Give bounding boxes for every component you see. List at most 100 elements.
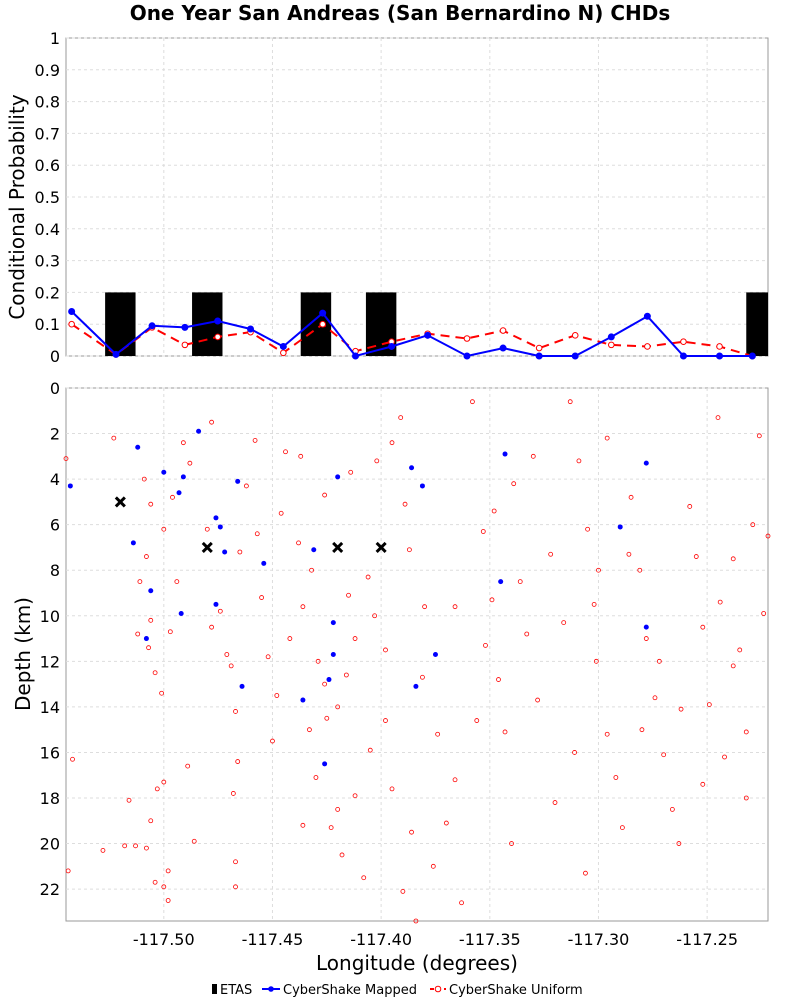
uniform-hypocenter (489, 597, 495, 603)
uniform-hypocenter (509, 841, 514, 846)
mapped-point (424, 331, 432, 339)
uniform-hypocenter (126, 797, 132, 803)
mapped-point (463, 352, 471, 360)
uniform-hypocenter (535, 697, 541, 703)
longitude-x-tick: -117.30 (568, 930, 630, 949)
mapped-point (181, 323, 189, 331)
chart-title: One Year San Andreas (San Bernardino N) … (130, 1, 671, 25)
mapped-hypocenter (643, 624, 649, 630)
probability-y-label: Conditional Probability (5, 94, 29, 319)
uniform-hypocenter (402, 501, 408, 507)
uniform-hypocenter (722, 754, 727, 760)
legend-etas-label: ETAS (220, 983, 252, 998)
uniform-point (181, 341, 189, 349)
probability-y-tick: 0.7 (35, 124, 60, 143)
uniform-hypocenter (298, 453, 304, 459)
uniform-hypocenter (491, 508, 497, 514)
uniform-hypocenter (700, 781, 706, 787)
uniform-hypocenter (715, 415, 721, 421)
uniform-hypocenter (730, 663, 736, 669)
legend-uniform-label: CyberShake Uniform (449, 983, 583, 998)
uniform-hypocenter (324, 715, 330, 721)
uniform-hypocenter (737, 647, 743, 653)
uniform-hypocenter (693, 554, 699, 559)
uniform-hypocenter (274, 693, 280, 698)
uniform-hypocenter (352, 793, 358, 799)
uniform-hypocenter (328, 825, 334, 831)
mapped-hypocenter (148, 588, 154, 594)
uniform-hypocenter (374, 458, 380, 464)
legend: ETAS CyberShake Mapped CyberShake Unifor… (212, 983, 583, 998)
uniform-point (571, 332, 579, 339)
uniform-hypocenter (348, 469, 354, 475)
probability-panel: 0 0.1 0.2 0.3 0.4 0.5 0.6 0.7 0.8 0.9 1 Conditiona… (5, 29, 769, 366)
mapped-hypocenter (217, 524, 223, 530)
uniform-hypocenter (100, 847, 106, 853)
uniform-hypocenter (148, 501, 154, 507)
uniform-hypocenter (626, 551, 632, 557)
uniform-hypocenter (122, 843, 128, 849)
probability-y-tick: 1 (50, 29, 60, 48)
mapped-point (679, 352, 687, 360)
uniform-hypocenter (237, 549, 243, 555)
depth-y-tick: 20 (40, 835, 60, 854)
uniform-hypocenter (335, 704, 341, 710)
etas-hypocenter (201, 541, 213, 554)
mapped-hypocenter (330, 652, 336, 657)
uniform-hypocenter (585, 526, 591, 532)
uniform-hypocenter (180, 440, 186, 446)
mapped-hypocenter (196, 428, 202, 434)
mapped-point (68, 307, 76, 315)
uniform-hypocenter (152, 879, 158, 885)
depth-y-tick: 12 (40, 652, 60, 671)
uniform-point (68, 320, 75, 328)
uniform-hypocenter (204, 526, 210, 532)
uniform-hypocenter (730, 556, 736, 562)
mapped-hypocenter (322, 761, 328, 767)
uniform-hypocenter (313, 775, 319, 780)
mapped-point (112, 350, 120, 358)
uniform-hypocenter (233, 884, 238, 890)
probability-y-tick: 0.3 (35, 252, 60, 271)
mapped-point (571, 352, 579, 360)
probability-series (68, 307, 756, 360)
uniform-hypocenter (135, 631, 141, 637)
etas-hypocenter (375, 541, 387, 554)
uniform-hypocenter (174, 579, 180, 585)
mapped-hypocenter (330, 620, 336, 626)
uniform-hypocenter (583, 870, 588, 876)
uniform-hypocenter (530, 453, 536, 459)
uniform-hypocenter (233, 859, 238, 865)
uniform-hypocenter (161, 884, 167, 890)
probability-gridlines (66, 37, 768, 357)
uniform-hypocenter (619, 825, 625, 831)
uniform-hypocenter (604, 731, 610, 737)
uniform-hypocenter (480, 529, 486, 534)
uniform-hypocenter (243, 483, 249, 489)
mapped-point (535, 352, 543, 360)
mapped-hypocenter (239, 683, 245, 689)
mapped-series-line (71, 310, 753, 358)
uniform-hypocenter (146, 645, 151, 651)
uniform-hypocenter (761, 611, 767, 616)
mapped-hypocenter (213, 515, 219, 521)
uniform-hypocenter (637, 567, 643, 573)
uniform-hypocenter (365, 574, 371, 580)
mapped-point (716, 352, 724, 360)
uniform-hypocenter (230, 791, 236, 796)
depth-y-tick: 14 (40, 698, 60, 717)
uniform-hypocenter (591, 601, 597, 607)
depth-y-tick: 18 (40, 789, 60, 808)
uniform-point (644, 343, 651, 350)
uniform-point (716, 343, 723, 350)
mapped-point (607, 333, 615, 341)
uniform-point (499, 327, 507, 334)
uniform-hypocenter (576, 458, 582, 464)
uniform-hypocenter (300, 822, 306, 828)
uniform-hypocenter (144, 845, 149, 851)
mapped-hypocenter (413, 683, 419, 689)
uniform-hypocenter (209, 624, 215, 630)
uniform-hypocenter (383, 647, 388, 653)
uniform-hypocenter (706, 702, 712, 708)
